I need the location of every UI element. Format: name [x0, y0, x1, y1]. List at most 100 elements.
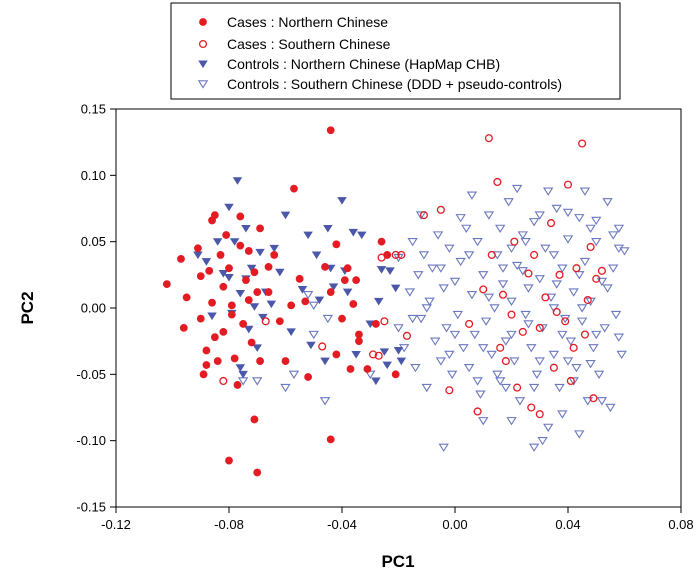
data-point: [551, 280, 562, 289]
data-point: [355, 337, 363, 346]
data-point: [523, 320, 534, 329]
data-point: [224, 274, 234, 282]
data-point: [503, 198, 514, 207]
data-point: [566, 376, 575, 386]
data-point: [537, 436, 548, 446]
data-point: [506, 417, 517, 426]
data-point: [509, 357, 520, 366]
data-point: [179, 323, 188, 332]
data-point: [396, 357, 407, 366]
data-point: [484, 134, 493, 143]
data-point: [391, 250, 400, 259]
data-point: [531, 370, 543, 379]
data-point: [555, 270, 564, 279]
data-point: [486, 350, 497, 360]
plot-area: [115, 108, 682, 508]
data-point: [201, 258, 212, 266]
data-point: [290, 184, 298, 193]
series-filled-circle: [162, 126, 400, 477]
data-point: [407, 314, 418, 324]
data-point: [280, 211, 291, 220]
data-point: [230, 354, 239, 363]
legend-marker-shape: [197, 80, 209, 89]
data-point: [199, 370, 208, 379]
data-point: [256, 357, 264, 365]
series-open-circle: [219, 134, 606, 419]
data-point: [487, 250, 496, 259]
data-point: [383, 251, 392, 259]
data-point: [605, 403, 616, 413]
data-point: [357, 231, 367, 240]
data-point: [286, 328, 296, 337]
data-point: [332, 350, 341, 359]
x-tick-label: 0.08: [668, 517, 693, 532]
data-point: [244, 325, 254, 334]
legend-label-controls-northern: Controls : Northern Chinese (HapMap CHB): [227, 56, 500, 72]
data-point: [608, 264, 619, 273]
data-point: [441, 324, 452, 333]
data-point: [377, 237, 386, 246]
data-point: [500, 337, 512, 346]
data-point: [589, 394, 598, 403]
data-point: [585, 360, 596, 369]
data-point: [430, 337, 441, 346]
data-point: [480, 317, 492, 326]
data-point: [526, 344, 537, 353]
data-point: [306, 341, 316, 350]
legend-item-controls-southern: Controls : Southern Chinese (DDD + pseud…: [197, 76, 562, 92]
data-point: [501, 357, 510, 366]
y-tick-label: 0.00: [81, 301, 106, 316]
data-point: [415, 211, 427, 220]
data-point: [473, 407, 482, 416]
data-point: [247, 338, 256, 347]
data-point: [557, 410, 568, 419]
data-point: [578, 139, 587, 148]
data-point: [376, 266, 387, 274]
data-point: [266, 300, 277, 309]
data-point: [250, 268, 259, 277]
x-axis-title: PC1: [381, 552, 414, 571]
data-point: [524, 269, 533, 278]
data-point: [390, 284, 401, 293]
data-point: [561, 317, 570, 326]
data-point: [458, 344, 469, 353]
data-point: [321, 262, 329, 271]
data-point: [421, 383, 432, 393]
data-point: [236, 212, 245, 221]
data-point: [216, 251, 225, 259]
data-point: [541, 293, 550, 302]
data-point: [287, 301, 296, 310]
data-point: [311, 251, 322, 260]
data-point: [586, 242, 595, 252]
data-point: [479, 285, 488, 294]
legend-item-cases-northern: Cases : Northern Chinese: [199, 14, 388, 30]
data-point: [177, 255, 185, 263]
data-point: [596, 277, 608, 287]
data-point: [548, 350, 560, 360]
legend-box: [170, 2, 621, 100]
data-point: [562, 357, 574, 366]
data-point: [355, 330, 363, 339]
data-point: [326, 288, 335, 296]
plot-frame: [115, 108, 682, 508]
data-point: [591, 330, 602, 340]
data-point: [540, 244, 551, 253]
data-point: [568, 288, 579, 297]
data-point: [557, 330, 568, 340]
data-point: [264, 288, 273, 296]
legend-marker-shape: [199, 18, 207, 26]
data-point: [571, 363, 582, 373]
legend-label-cases-southern: Cases : Southern Chinese: [227, 36, 391, 52]
data-point: [469, 330, 480, 340]
data-point: [371, 320, 380, 328]
data-point: [452, 310, 464, 320]
data-point: [297, 285, 308, 294]
data-point: [397, 250, 406, 259]
data-point: [493, 177, 502, 187]
data-point: [599, 324, 610, 333]
data-point: [242, 276, 250, 285]
data-point: [523, 284, 534, 293]
data-point: [496, 343, 505, 352]
data-point: [435, 264, 447, 273]
